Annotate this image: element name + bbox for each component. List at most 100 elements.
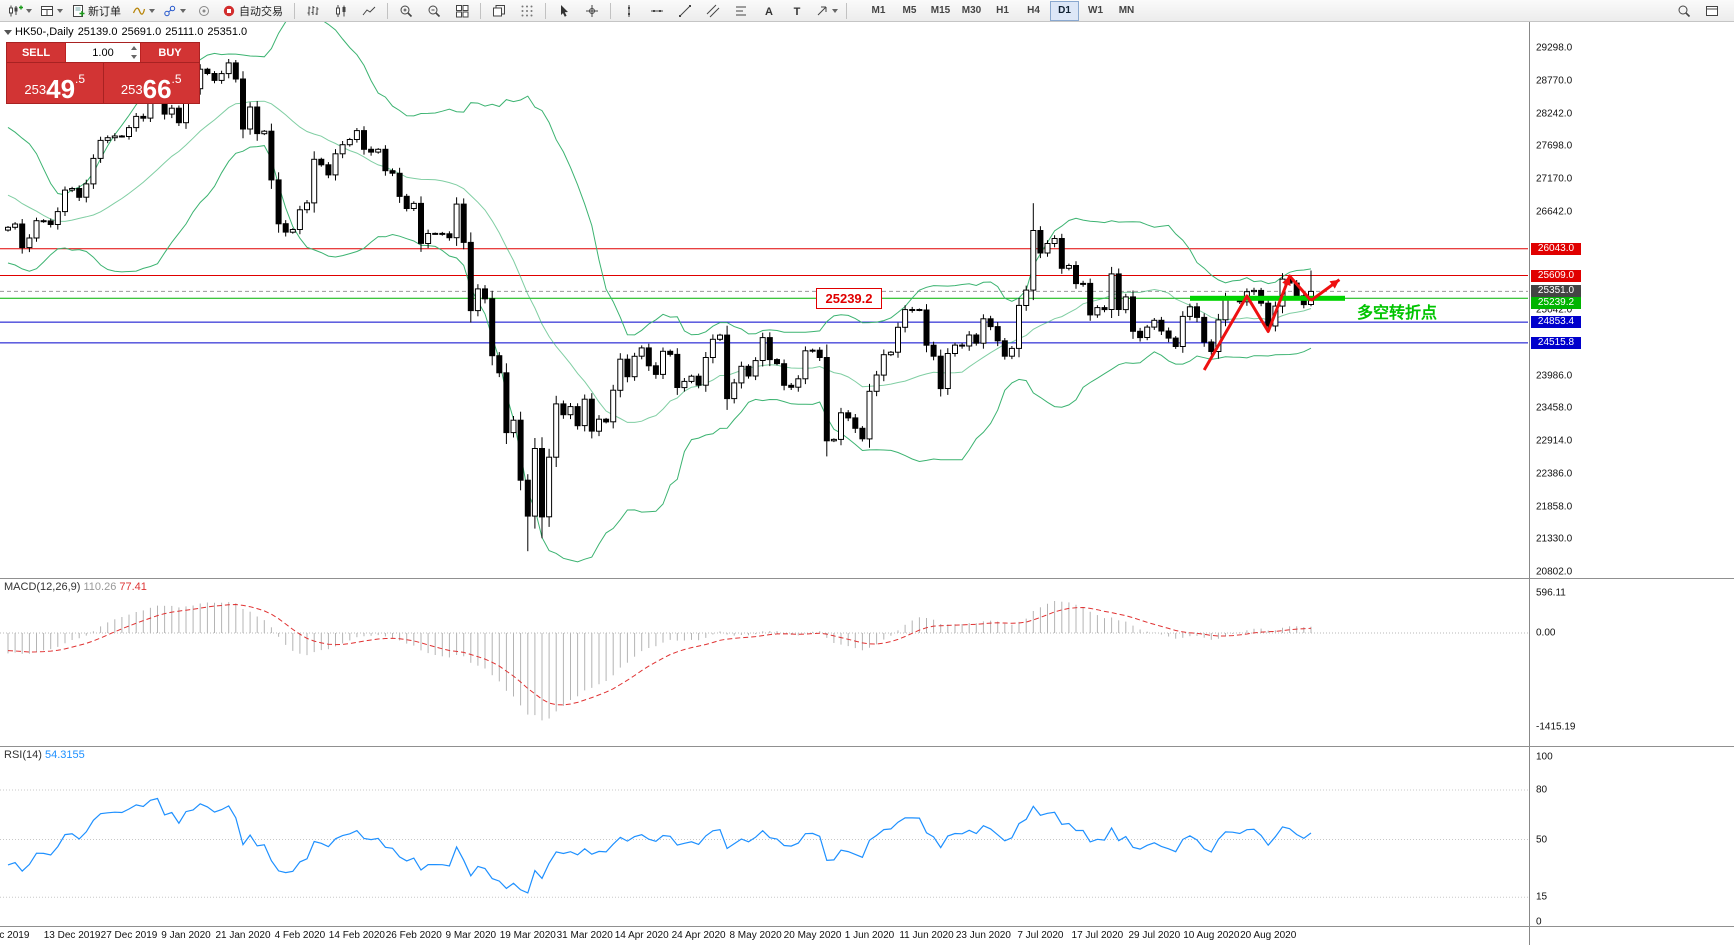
toolbar-separator: [610, 2, 611, 19]
macd-indicator-label: MACD(12,26,9) 110.26 77.41: [4, 581, 147, 593]
current-price-tag[interactable]: 25351.0: [1531, 285, 1581, 298]
timeframe-button-H4[interactable]: H4: [1027, 5, 1040, 16]
volume-increment-icon[interactable]: [131, 46, 137, 50]
timeframe-button-MN[interactable]: MN: [1118, 5, 1135, 16]
new-order-icon: [73, 4, 85, 17]
price-axis-label: 28242.0: [1536, 108, 1573, 119]
timeframe-button-M30[interactable]: M30: [961, 5, 982, 16]
window-list-icon: [1706, 5, 1718, 16]
date-axis-label: 9 Jan 2020: [161, 930, 211, 941]
new-chart-icon: [9, 5, 23, 16]
trend-arrows[interactable]: [1202, 274, 1341, 371]
arrow-tools-button[interactable]: [812, 0, 841, 22]
fibonacci-button[interactable]: [728, 0, 754, 22]
price-axis-label: 23986.0: [1536, 370, 1573, 381]
timeframe-button-D1[interactable]: D1: [1050, 0, 1079, 21]
volume-input[interactable]: [78, 45, 128, 60]
crosshair-button[interactable]: [579, 0, 605, 22]
main-chart-panel[interactable]: [0, 22, 1528, 578]
autotrading-button[interactable]: 自动交易: [219, 0, 289, 22]
macd-panel[interactable]: [0, 578, 1528, 746]
label-icon: T: [794, 6, 801, 18]
date-axis-label: 23 Jun 2020: [955, 930, 1011, 941]
chart-profiles-button[interactable]: [37, 0, 66, 22]
price-line-tag[interactable]: 25609.0: [1531, 269, 1581, 282]
timeframe-button-M1[interactable]: M1: [871, 5, 886, 16]
price-axis-label: 20802.0: [1536, 566, 1573, 578]
price-line-tag[interactable]: 24515.8: [1531, 336, 1581, 349]
window-list-button[interactable]: [1699, 0, 1725, 22]
candle-chart-button[interactable]: [328, 0, 354, 22]
rsi-panel[interactable]: [0, 746, 1528, 926]
price-line-tag[interactable]: 24853.4: [1531, 316, 1581, 329]
timeframe-button-M5[interactable]: M5: [902, 5, 917, 16]
macd-signal-line: [7, 603, 1312, 706]
tile-windows-button[interactable]: [449, 0, 475, 22]
search-button[interactable]: [1671, 0, 1697, 22]
price-axis-label: 27170.0: [1536, 173, 1573, 185]
price-line-tag[interactable]: 25239.2: [1531, 297, 1581, 310]
panel-splitter[interactable]: [0, 746, 1734, 747]
sell-price[interactable]: 253 49.5: [7, 63, 103, 103]
date-axis-label: 26 Feb 2020: [385, 930, 442, 941]
price-annotation-box[interactable]: 25239.2: [816, 288, 882, 309]
price-axis-label: 29298.0: [1536, 42, 1573, 54]
indicators-button[interactable]: [129, 0, 158, 22]
tile-windows-icon: [456, 4, 469, 17]
options-button[interactable]: [191, 0, 217, 22]
new-order-button[interactable]: 新订单: [68, 0, 127, 22]
new-chart-button[interactable]: [4, 0, 35, 22]
buy-button[interactable]: BUY: [141, 43, 199, 62]
cascade-windows-button[interactable]: [486, 0, 512, 22]
line-chart-button[interactable]: [356, 0, 382, 22]
grid-button[interactable]: [514, 0, 540, 22]
rsi-axis-label: 15: [1536, 891, 1548, 903]
profiles-icon: [41, 5, 53, 16]
crosshair-icon: [586, 4, 598, 17]
cursor-button[interactable]: [551, 0, 577, 22]
cascade-windows-icon: [493, 4, 505, 16]
volume-decrement-icon[interactable]: [131, 55, 137, 59]
toolbar-separator: [545, 2, 546, 19]
zoom-out-button[interactable]: [421, 0, 447, 22]
price-axis[interactable]: 29298.0 28770.0 28242.0 27698.0 27170.0 26642…: [1529, 22, 1734, 945]
zoom-in-button[interactable]: [393, 0, 419, 22]
text-button[interactable]: A: [756, 0, 782, 22]
close-value: 25351.0: [207, 26, 248, 38]
trendline-button[interactable]: [672, 0, 698, 22]
price-axis-label: 26642.0: [1536, 206, 1573, 218]
timeframe-button-W1[interactable]: W1: [1088, 5, 1103, 16]
low-value: 25111.0: [165, 26, 204, 38]
channel-button[interactable]: [700, 0, 726, 22]
turning-point-annotation[interactable]: 多空转折点: [1357, 305, 1438, 322]
toolbar-separator: [387, 2, 388, 19]
price-line-tag[interactable]: 26043.0: [1531, 242, 1581, 255]
objects-button[interactable]: [160, 0, 189, 22]
vertical-line-button[interactable]: [616, 0, 642, 22]
autotrading-icon: [223, 5, 235, 16]
timeframe-button-M15[interactable]: M15: [930, 5, 951, 16]
timeframe-button-H1[interactable]: H1: [996, 5, 1009, 16]
symbol-period-label: HK50-,Daily: [15, 26, 74, 38]
label-button[interactable]: T: [784, 0, 810, 22]
price-axis-label: 22914.0: [1536, 435, 1573, 447]
date-axis-label: 10 Aug 2020: [1183, 930, 1240, 941]
support-segment[interactable]: [1190, 295, 1345, 301]
buy-price[interactable]: 253 66.5: [102, 63, 199, 103]
macd-axis-label: -1415.19: [1536, 721, 1576, 733]
date-axis-label: 27 Dec 2019: [100, 930, 158, 941]
horizontal-line-button[interactable]: [644, 0, 670, 22]
panel-splitter[interactable]: [0, 578, 1734, 579]
horizontal-line-icon: [651, 9, 663, 12]
bar-chart-button[interactable]: [300, 0, 326, 22]
price-axis-label: 21330.0: [1536, 533, 1573, 545]
toolbar-separator: [480, 2, 481, 19]
one-click-collapse-icon[interactable]: [4, 30, 12, 35]
bar-chart-icon: [307, 5, 319, 15]
chevron-down-icon: [149, 8, 155, 13]
timeframe-group: M1 M5 M15 M30 H1 H4 D1 W1 MN: [863, 0, 1142, 21]
sell-button[interactable]: SELL: [7, 43, 65, 62]
